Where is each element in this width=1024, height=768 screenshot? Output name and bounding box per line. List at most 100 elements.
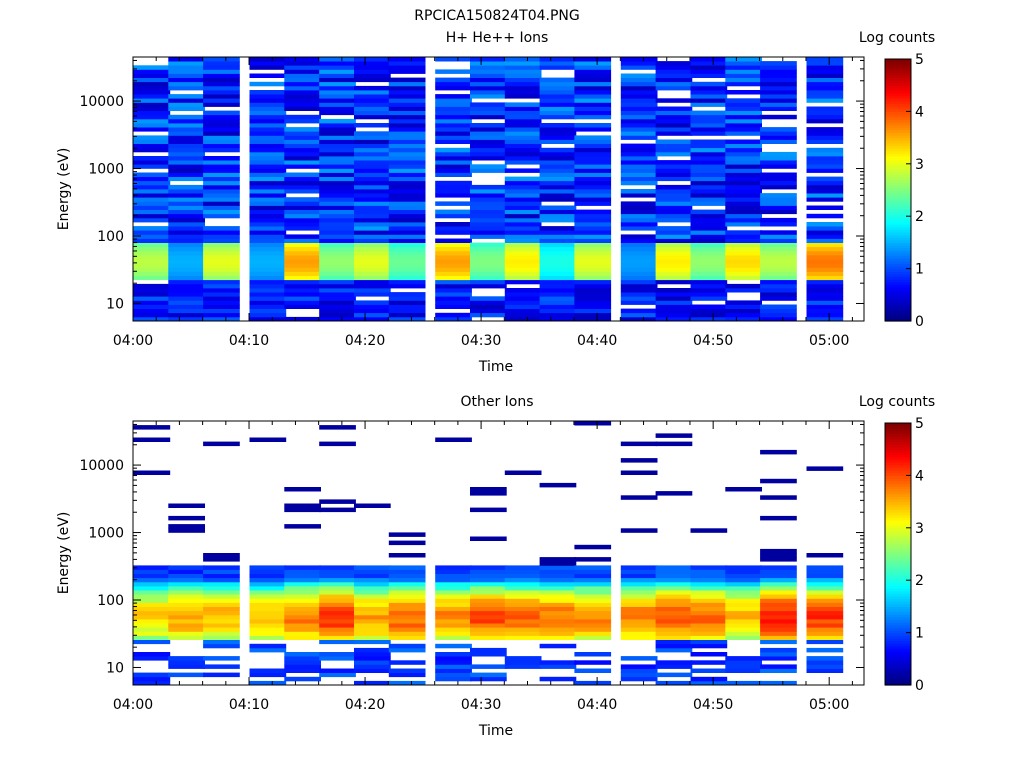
heatmap-cell — [760, 217, 797, 223]
heatmap-cell — [620, 94, 658, 99]
heatmap-cell — [319, 610, 356, 616]
heatmap-cell — [574, 230, 612, 235]
colorbar-swatch — [885, 664, 911, 668]
heatmap-cell — [388, 201, 426, 206]
heatmap-cell — [620, 189, 658, 194]
heatmap-cell — [504, 61, 542, 66]
heatmap-cell — [806, 255, 844, 260]
heatmap-cell — [168, 250, 205, 256]
x-tick-label: 05:00 — [809, 333, 849, 349]
heatmap-cell — [168, 189, 205, 194]
colorbar-swatch — [885, 292, 911, 296]
heatmap-cell — [539, 267, 577, 272]
heatmap-cell — [806, 279, 844, 285]
heatmap-cells — [133, 421, 844, 686]
heatmap-cell — [388, 160, 426, 165]
heatmap-cell — [435, 131, 472, 136]
heatmap-cell — [574, 90, 612, 95]
heatmap-cell — [655, 118, 693, 124]
heatmap-cell — [539, 482, 577, 488]
heatmap-cell — [655, 602, 693, 607]
heatmap-cell — [806, 94, 844, 99]
heatmap-cell — [203, 288, 240, 293]
colorbar-swatch — [885, 184, 911, 188]
colorbar-swatch — [885, 134, 911, 139]
heatmap-cell — [354, 143, 391, 149]
heatmap-cell — [574, 85, 612, 91]
heatmap-cell — [690, 180, 728, 186]
heatmap-cell — [539, 664, 577, 669]
heatmap-cell — [168, 279, 205, 285]
heatmap-cell — [168, 131, 205, 136]
heatmap-cell — [203, 193, 240, 198]
heatmap-cell — [806, 164, 844, 169]
colorbar-swatch — [885, 443, 911, 448]
heatmap-cell — [504, 606, 542, 612]
heatmap-cell — [284, 652, 321, 657]
heatmap-cell — [284, 238, 321, 243]
heatmap-cell — [470, 94, 507, 99]
heatmap-cell — [168, 606, 205, 612]
heatmap-cell — [319, 57, 356, 62]
heatmap-cell — [574, 123, 612, 128]
heatmap-cell — [760, 557, 797, 562]
heatmap-cell — [504, 470, 542, 475]
colorbar-swatch — [885, 467, 911, 471]
heatmap-cell — [203, 619, 240, 624]
heatmap-cell — [284, 255, 321, 260]
heatmap-cell — [806, 308, 844, 314]
heatmap-cell — [620, 118, 658, 124]
heatmap-cell — [388, 222, 426, 227]
heatmap-cell — [133, 598, 171, 603]
heatmap-cell — [620, 623, 658, 628]
heatmap-cell — [284, 180, 321, 186]
heatmap-cell — [620, 222, 658, 227]
heatmap-cell — [319, 197, 356, 202]
colorbar-swatch — [885, 629, 911, 634]
heatmap-cell — [806, 226, 844, 231]
heatmap-cell — [435, 316, 472, 322]
colorbar-swatch — [885, 137, 911, 141]
heatmap-cell — [620, 131, 658, 136]
heatmap-cell — [470, 90, 507, 95]
heatmap-cell — [168, 528, 205, 533]
colorbar-swatch — [885, 119, 911, 123]
heatmap-cell — [284, 288, 321, 293]
heatmap-cell — [655, 110, 693, 116]
heatmap-cell — [319, 77, 356, 83]
heatmap-cell — [504, 65, 542, 70]
heatmap-cell — [388, 296, 426, 301]
heatmap-cell — [168, 288, 205, 293]
heatmap-cell — [388, 98, 426, 103]
heatmap-cell — [690, 189, 728, 194]
heatmap-cell — [284, 226, 321, 231]
heatmap-cell — [388, 581, 426, 587]
heatmap-cell — [319, 573, 356, 579]
heatmap-cell — [725, 222, 762, 227]
heatmap-cell — [319, 184, 356, 190]
heatmap-cell — [470, 300, 507, 305]
heatmap-cell — [203, 250, 240, 256]
heatmap-cell — [319, 565, 356, 570]
heatmap-cell — [203, 226, 240, 231]
heatmap-cell — [470, 312, 507, 318]
heatmap-cell — [655, 246, 693, 252]
heatmap-cell — [388, 250, 426, 256]
colorbar-tick-label: 1 — [915, 626, 924, 642]
colorbar-swatch — [885, 637, 911, 642]
heatmap-cell — [435, 668, 472, 673]
heatmap-cell — [168, 312, 205, 318]
heatmap-cell — [249, 131, 287, 136]
heatmap-cell — [203, 189, 240, 194]
heatmap-cell — [504, 139, 542, 144]
heatmap-cell — [690, 69, 728, 74]
heatmap-cell — [168, 85, 205, 91]
heatmap-cell — [539, 627, 577, 632]
heatmap-cell — [435, 602, 472, 607]
heatmap-cell — [655, 259, 693, 264]
colorbar-swatch — [885, 218, 911, 223]
heatmap-cell — [690, 164, 728, 169]
heatmap-cell — [504, 180, 542, 186]
heatmap-cell — [574, 127, 612, 132]
colorbar-swatch — [885, 310, 911, 314]
